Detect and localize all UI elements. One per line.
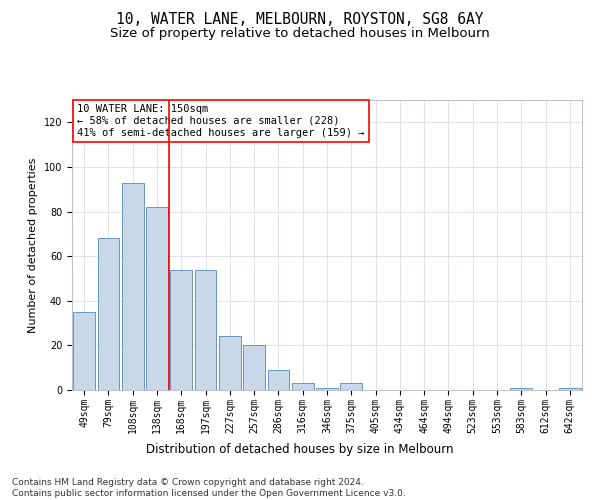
Bar [340,384,362,390]
Bar [268,370,289,390]
Text: Size of property relative to detached houses in Melbourn: Size of property relative to detached ho… [110,28,490,40]
Bar [243,346,265,390]
Bar [316,388,338,390]
Bar [122,182,143,390]
Text: 10, WATER LANE, MELBOURN, ROYSTON, SG8 6AY: 10, WATER LANE, MELBOURN, ROYSTON, SG8 6… [116,12,484,28]
Bar [194,270,217,390]
Bar [73,312,95,390]
Bar [97,238,119,390]
Text: 10 WATER LANE: 150sqm
← 58% of detached houses are smaller (228)
41% of semi-det: 10 WATER LANE: 150sqm ← 58% of detached … [77,104,365,138]
Text: Contains HM Land Registry data © Crown copyright and database right 2024.
Contai: Contains HM Land Registry data © Crown c… [12,478,406,498]
Y-axis label: Number of detached properties: Number of detached properties [28,158,38,332]
Bar [219,336,241,390]
Bar [511,388,532,390]
Bar [170,270,192,390]
Bar [146,207,168,390]
Bar [292,384,314,390]
Bar [559,388,581,390]
Text: Distribution of detached houses by size in Melbourn: Distribution of detached houses by size … [146,442,454,456]
